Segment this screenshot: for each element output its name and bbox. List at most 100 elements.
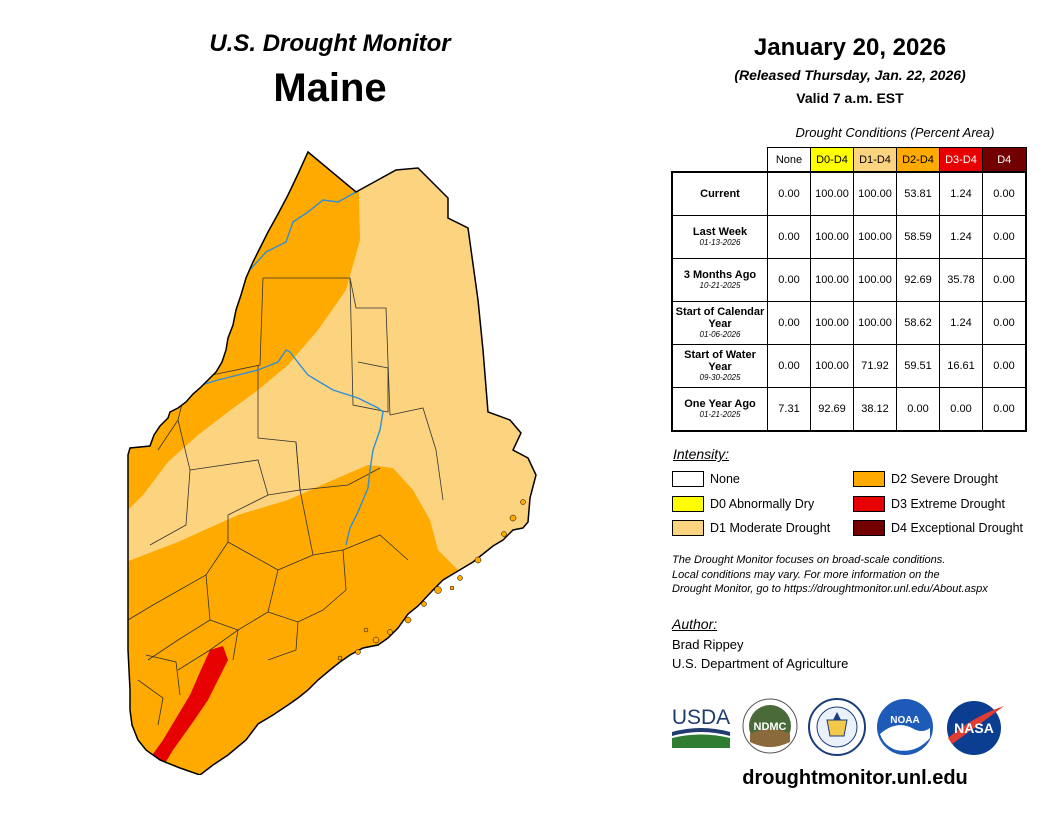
table-cell: 0.00 [939, 387, 983, 432]
table-cell: 100.00 [853, 171, 897, 216]
table-row: Start of Calendar Year 01-06-2026 0.00 100.… [671, 301, 1027, 345]
ndmc-logo: NDMC [742, 698, 798, 754]
note-line-1: The Drought Monitor focuses on broad-sca… [672, 554, 946, 566]
table-cell: 0.00 [982, 171, 1027, 216]
table-cell: 0.00 [982, 387, 1027, 432]
noaa-logo: NOAA [877, 699, 933, 755]
table-row: One Year Ago 01-21-2025 7.31 92.69 38.12 0.00… [671, 387, 1027, 432]
author-name: Brad Rippey [672, 637, 744, 652]
legend-swatch-none [672, 471, 704, 487]
row-label-text: Current [700, 188, 740, 200]
nasa-logo-text: NASA [954, 720, 994, 736]
header-blank [672, 147, 768, 172]
column-header-d1-d4: D1-D4 [853, 147, 897, 173]
row-label: Start of Calendar Year 01-06-2026 [671, 301, 768, 345]
table-cell: 0.00 [767, 344, 811, 388]
table-cell: 100.00 [853, 215, 897, 259]
table-caption: Drought Conditions (Percent Area) [795, 125, 995, 140]
coastal-islands [337, 499, 526, 661]
table-cell: 1.24 [939, 215, 983, 259]
row-label: One Year Ago 01-21-2025 [671, 387, 768, 432]
table-cell: 100.00 [853, 301, 897, 345]
table-cell: 92.69 [810, 387, 854, 432]
noaa-logo-text: NOAA [890, 715, 919, 726]
legend-swatch-d0 [672, 496, 704, 512]
usda-logo-text: USDA [672, 706, 730, 729]
table-cell: 0.00 [767, 215, 811, 259]
table-cell: 0.00 [896, 387, 940, 432]
disclaimer-note: The Drought Monitor focuses on broad-sca… [672, 553, 1052, 597]
column-header-d3-d4: D3-D4 [939, 147, 983, 173]
note-line-3: Drought Monitor, go to https://droughtmo… [672, 583, 988, 595]
drought-map [127, 151, 537, 775]
row-date: 10-21-2025 [699, 281, 741, 290]
column-header-d4: D4 [982, 147, 1027, 173]
table-cell: 100.00 [810, 171, 854, 216]
table-cell: 58.59 [896, 215, 940, 259]
legend-label-d4: D4 Exceptional Drought [891, 521, 1024, 535]
column-header-none: None [767, 147, 811, 173]
table-cell: 100.00 [810, 215, 854, 259]
table-cell: 0.00 [982, 344, 1027, 388]
table-cell: 71.92 [853, 344, 897, 388]
legend-swatch-d2 [853, 471, 885, 487]
table-row: 3 Months Ago 10-21-2025 0.00 100.00 100.00 92… [671, 258, 1027, 302]
row-label: Last Week 01-13-2026 [671, 215, 768, 259]
legend-label-d2: D2 Severe Drought [891, 472, 999, 486]
table-cell: 1.24 [939, 171, 983, 216]
map-date: January 20, 2026 [753, 34, 947, 61]
row-date: 01-13-2026 [699, 238, 741, 247]
table-cell: 0.00 [982, 301, 1027, 345]
table-cell: 1.24 [939, 301, 983, 345]
noaa-seal-logo [808, 698, 866, 756]
table-row: Current 0.00 100.00 100.00 53.81 1.24 0.00 [671, 171, 1027, 216]
drought-areas [128, 152, 536, 775]
table-cell: 0.00 [982, 258, 1027, 302]
d3-area-coast [138, 646, 228, 775]
table-cell: 7.31 [767, 387, 811, 432]
row-label-text: Start of Water Year [684, 349, 756, 373]
table-cell: 0.00 [767, 258, 811, 302]
row-label: Start of Water Year 09-30-2025 [671, 344, 768, 388]
table-cell: 38.12 [853, 387, 897, 432]
table-cell: 100.00 [810, 258, 854, 302]
table-cell: 35.78 [939, 258, 983, 302]
nasa-logo: NASA [947, 701, 1004, 755]
table-cell: 53.81 [896, 171, 940, 216]
table-row: Start of Water Year 09-30-2025 0.00 100.00 7… [671, 344, 1027, 388]
row-label-text: Start of Calendar Year [675, 306, 765, 330]
table-cell: 59.51 [896, 344, 940, 388]
table-cell: 92.69 [896, 258, 940, 302]
legend-label-d0: D0 Abnormally Dry [710, 497, 815, 511]
table-header-row: None D0-D4 D1-D4 D2-D4 D3-D4 D4 [672, 147, 1027, 173]
ndmc-logo-text: NDMC [754, 721, 787, 733]
row-date: 09-30-2025 [699, 373, 741, 382]
drought-stats-table: None D0-D4 D1-D4 D2-D4 D3-D4 D4 Current 0… [671, 147, 1027, 432]
valid-time: Valid 7 a.m. EST [796, 90, 904, 106]
state-title: Maine [273, 66, 387, 110]
legend-swatch-d3 [853, 496, 885, 512]
author-org: U.S. Department of Agriculture [672, 656, 849, 671]
usda-logo: USDA [672, 706, 730, 748]
column-header-d2-d4: D2-D4 [896, 147, 940, 173]
row-label-text: Last Week [692, 226, 748, 238]
website-url[interactable]: droughtmonitor.unl.edu [742, 767, 968, 789]
table-cell: 100.00 [810, 344, 854, 388]
legend-swatch-d4 [853, 520, 885, 536]
row-date: 01-06-2026 [699, 330, 741, 339]
legend-label-d3: D3 Extreme Drought [891, 497, 1005, 511]
table-cell: 100.00 [810, 301, 854, 345]
legend-title: Intensity: [673, 446, 730, 462]
row-label: Current [671, 171, 768, 216]
release-date: (Released Thursday, Jan. 22, 2026) [734, 67, 966, 83]
table-cell: 58.62 [896, 301, 940, 345]
note-line-2: Local conditions may vary. For more info… [672, 568, 940, 581]
legend-swatch-d1 [672, 520, 704, 536]
county-lines [128, 277, 444, 726]
row-label: 3 Months Ago 10-21-2025 [671, 258, 768, 302]
column-header-d0-d4: D0-D4 [810, 147, 854, 173]
table-cell: 0.00 [767, 171, 811, 216]
author-title: Author: [672, 616, 718, 632]
table-cell: 100.00 [853, 258, 897, 302]
table-row: Last Week 01-13-2026 0.00 100.00 100.00 58.59… [671, 215, 1027, 259]
